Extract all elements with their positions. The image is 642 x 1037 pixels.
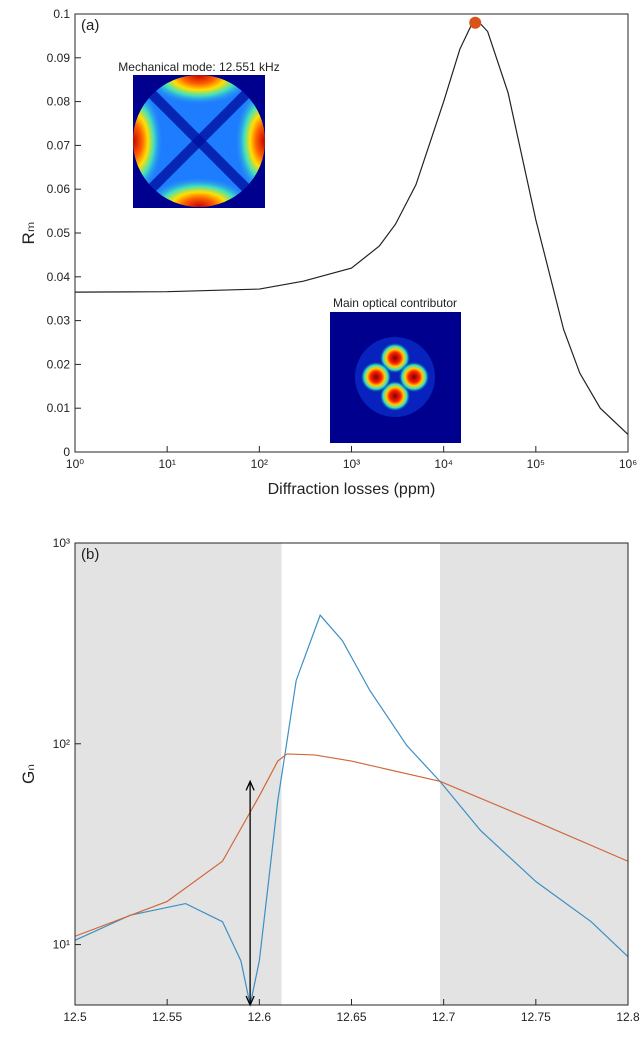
y-tick-label: 0 <box>63 445 70 459</box>
x-tick-label: 12.7 <box>432 1010 456 1024</box>
optical-mode-image <box>330 312 461 443</box>
y-tick-label: 10¹ <box>53 938 70 952</box>
mechanical-mode-image <box>133 75 265 208</box>
y-tick-label: 0.02 <box>47 357 71 371</box>
series-line <box>74 614 629 1006</box>
x-tick-label: 10⁰ <box>66 457 84 471</box>
series-line <box>74 753 629 937</box>
x-tick-label: 10² <box>251 457 268 471</box>
x-tick-label: 10⁵ <box>527 457 545 471</box>
x-tick-label: 12.75 <box>521 1010 551 1024</box>
y-tick-label: 0.04 <box>47 270 71 284</box>
panel-b <box>74 543 629 1007</box>
y-axis-label: Gₙ <box>19 764 38 784</box>
x-tick-label: 12.8 <box>616 1010 640 1024</box>
y-tick-label: 0.05 <box>47 226 71 240</box>
x-tick-label: 10¹ <box>158 457 175 471</box>
series-line <box>74 23 629 435</box>
shaded-region <box>439 543 628 1005</box>
x-tick-label: 12.55 <box>152 1010 182 1024</box>
x-tick-label: 12.5 <box>63 1010 87 1024</box>
highlight-point <box>469 16 482 29</box>
y-tick-label: 0.01 <box>47 401 71 415</box>
y-tick-label: 0.08 <box>47 95 71 109</box>
x-axis-label: Diffraction losses (ppm) <box>268 481 436 498</box>
panel-overlay: 10⁰ 10¹ 10² 10³ 10⁴ 10⁵ 10⁶ 0 0.01 0.02 0.03 0.04 0.… <box>19 7 637 498</box>
x-tick-label: 12.65 <box>336 1010 366 1024</box>
shaded-region <box>75 543 282 1005</box>
arrow-head <box>245 779 255 791</box>
y-tick-label: 0.09 <box>47 51 71 65</box>
y-axis-label: Rₘ <box>19 222 38 245</box>
annotation: Main optical contributor <box>333 296 457 310</box>
x-tick-label: 10³ <box>343 457 360 471</box>
y-tick-label: 0.06 <box>47 182 71 196</box>
x-tick-label: 10⁴ <box>434 457 453 471</box>
panel-label: (b) <box>81 546 99 563</box>
y-tick-label: 0.03 <box>47 314 71 328</box>
panel-label: (a) <box>81 17 99 34</box>
y-tick-label: 0.07 <box>47 138 71 152</box>
y-tick-label: 10³ <box>53 536 70 550</box>
x-tick-label: 10⁶ <box>619 457 637 471</box>
y-tick-label: 10² <box>53 737 70 751</box>
y-tick-label: 0.1 <box>53 7 70 21</box>
annotation: Mechanical mode: 12.551 kHz <box>118 60 279 74</box>
x-tick-label: 12.6 <box>248 1010 272 1024</box>
